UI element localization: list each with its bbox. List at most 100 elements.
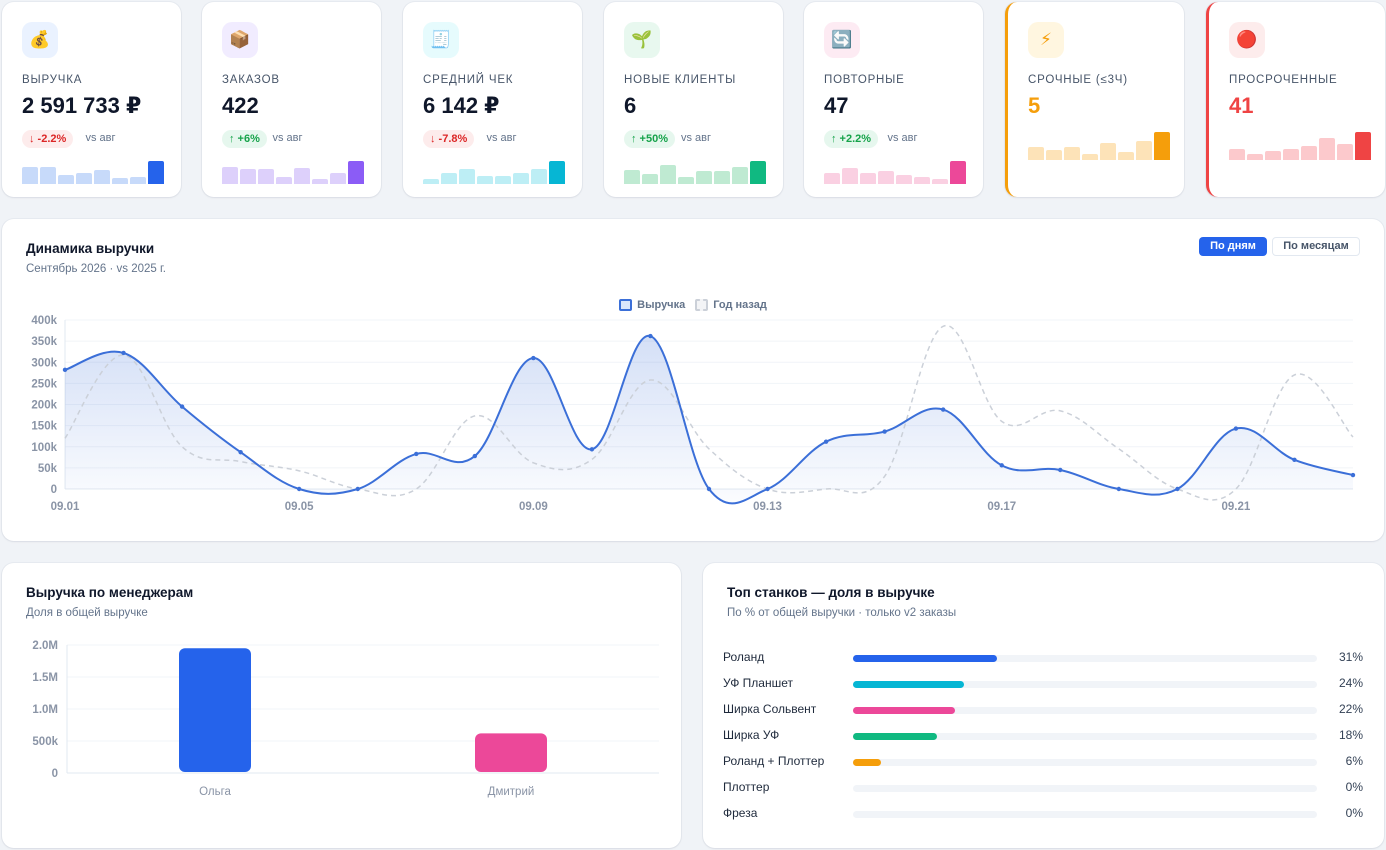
x-tick-label: 09.13: [753, 501, 782, 513]
spark-bar: [222, 167, 238, 184]
kpi-card-6[interactable]: 🔴 ПРОСРОЧЕННЫЕ 41: [1206, 2, 1385, 197]
machine-row: Роланд + Плоттер 6%: [723, 754, 1363, 770]
data-point: [1233, 426, 1239, 431]
spark-bar: [1100, 143, 1116, 160]
kpi-value: 6 142 ₽: [423, 93, 500, 118]
kpi-sparkline: [423, 154, 565, 184]
y-tick-label: 400k: [31, 315, 57, 327]
spark-bar: [660, 165, 676, 184]
spark-bar: [1265, 151, 1281, 160]
x-tick-label: 09.17: [987, 501, 1016, 513]
y-tick-label: 2.0M: [32, 640, 58, 652]
spark-bar: [842, 168, 858, 184]
spark-bar: [348, 161, 364, 184]
machine-bar-fill: [853, 759, 881, 766]
legend-current[interactable]: Выручка: [619, 299, 685, 311]
kpi-sparkline: [1028, 130, 1170, 160]
kpi-vs-label: vs авг: [681, 132, 712, 144]
bar-olga: [179, 648, 251, 772]
machine-bar-track: [853, 707, 1317, 714]
machine-row: Роланд 31%: [723, 650, 1363, 666]
x-tick-label: 09.01: [51, 501, 80, 513]
y-tick-label: 1.5M: [32, 672, 58, 684]
kpi-card-4[interactable]: 🔄 ПОВТОРНЫЕ 47 ↑ +2.2% vs авг: [804, 2, 983, 197]
kpi-card-0[interactable]: 💰 ВЫРУЧКА 2 591 733 ₽ ↓ -2.2% vs авг: [2, 2, 181, 197]
spark-bar: [477, 176, 493, 184]
data-point: [238, 450, 243, 455]
spark-bar: [1064, 147, 1080, 160]
kpi-sparkline: [1229, 130, 1371, 160]
spark-bar: [824, 173, 840, 184]
x-tick-label: Ольга: [199, 786, 231, 798]
revenue-legend: Выручка Год назад: [2, 299, 1384, 311]
machines-subtitle: По % от общей выручки · только v2 заказы: [727, 607, 957, 619]
data-point: [765, 486, 770, 492]
legend-prev-label: Год назад: [713, 299, 767, 311]
kpi-card-3[interactable]: 🌱 НОВЫЕ КЛИЕНТЫ 6 ↑ +50% vs авг: [604, 2, 783, 197]
machine-name: Ширка Сольвент: [723, 702, 817, 716]
spark-bar: [94, 170, 110, 184]
spark-bar: [495, 176, 511, 184]
machine-pct: 18%: [1338, 728, 1363, 742]
machine-name: Ширка УФ: [723, 728, 780, 742]
package-icon: 📦: [222, 22, 258, 58]
spark-bar: [22, 167, 38, 184]
spark-bar: [276, 177, 292, 184]
machine-name: Плоттер: [723, 780, 770, 794]
machine-row: Плоттер 0%: [723, 780, 1363, 796]
revenue-area: [65, 335, 1353, 504]
spark-bar: [513, 173, 529, 184]
money-bag-icon: 💰: [22, 22, 58, 58]
spark-bar: [1319, 138, 1335, 160]
data-point: [999, 463, 1004, 468]
kpi-card-2[interactable]: 🧾 СРЕДНИЙ ЧЕК 6 142 ₽ ↓ -7.8% vs авг: [403, 2, 582, 197]
spark-bar: [1247, 154, 1263, 160]
data-point: [940, 407, 946, 412]
x-tick-label: 09.05: [285, 501, 314, 513]
toggle-by-days[interactable]: По дням: [1199, 237, 1267, 256]
spark-bar: [950, 161, 966, 184]
spark-bar: [1046, 150, 1062, 160]
spark-bar: [294, 168, 310, 184]
spark-bar: [40, 167, 56, 184]
machine-bar-fill: [853, 707, 956, 714]
kpi-vs-label: vs авг: [486, 132, 517, 144]
y-tick-label: 0: [51, 484, 57, 496]
data-point: [1116, 486, 1122, 492]
machine-bar-track: [853, 733, 1317, 740]
data-point: [121, 350, 126, 356]
toggle-by-months[interactable]: По месяцам: [1272, 237, 1360, 256]
spark-bar: [459, 169, 475, 184]
revenue-line-chart: 0 50k 100k 150k 200k 250k 300k 350k 400k 09.01 09.…: [31, 315, 1356, 513]
sprout-icon: 🌱: [624, 22, 660, 58]
kpi-card-1[interactable]: 📦 ЗАКАЗОВ 422 ↑ +6% vs авг: [202, 2, 381, 197]
data-point: [179, 404, 185, 409]
receipt-icon: 🧾: [423, 22, 459, 58]
legend-prev[interactable]: Год назад: [695, 299, 767, 311]
managers-card: Выручка по менеджерам Доля в общей выруч…: [2, 563, 681, 848]
data-point: [296, 486, 302, 492]
kpi-card-5[interactable]: ⚡ СРОЧНЫЕ (≤3Ч) 5: [1005, 2, 1184, 197]
spark-bar: [240, 169, 256, 184]
machine-pct: 31%: [1338, 650, 1363, 664]
spark-bar: [750, 161, 766, 184]
kpi-delta-badge: ↓ -7.8%: [423, 130, 475, 148]
y-tick-label: 500k: [32, 736, 58, 748]
data-point: [1350, 472, 1356, 478]
spark-bar: [130, 177, 146, 184]
spark-bar: [76, 173, 92, 184]
spark-bar: [878, 171, 894, 184]
revenue-subtitle: Сентябрь 2026 · vs 2025 г.: [26, 263, 166, 275]
x-tick-label: 09.09: [519, 501, 548, 513]
y-tick-label: 100k: [31, 442, 57, 454]
spark-bar: [549, 161, 565, 184]
spark-bar: [1028, 147, 1044, 160]
y-tick-label: 50k: [38, 463, 58, 475]
kpi-sparkline: [22, 154, 164, 184]
kpi-value: 41: [1229, 93, 1254, 118]
managers-bar-chart: 0 500k 1.0M 1.5M 2.0M Ольга Дмитрий: [32, 640, 659, 798]
kpi-label: ВЫРУЧКА: [22, 74, 83, 86]
y-tick-label: 150k: [31, 421, 57, 433]
kpi-sparkline: [222, 154, 364, 184]
spark-bar: [642, 174, 658, 184]
